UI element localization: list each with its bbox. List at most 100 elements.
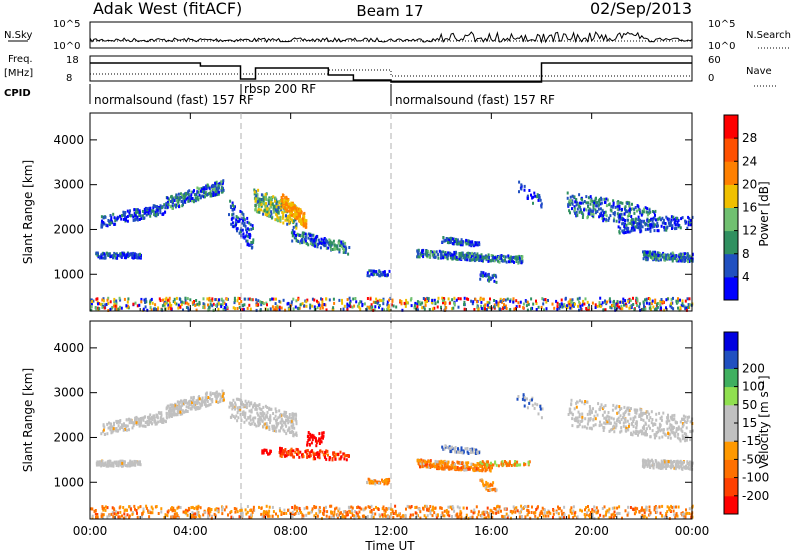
range-cell [638,207,641,211]
range-cell [231,213,234,217]
range-cell [371,305,374,309]
range-cell [244,224,247,228]
range-cell [527,302,530,306]
range-cell [330,248,333,251]
range-cell [464,240,467,244]
range-cell [457,450,459,454]
range-cell [179,412,182,416]
range-cell [243,420,246,424]
range-cell [678,253,681,257]
range-cell [183,199,186,203]
range-cell [128,428,130,432]
range-cell [254,199,257,203]
range-cell [318,432,321,436]
range-cell [276,200,279,204]
range-cell [659,425,661,429]
range-cell [651,253,654,257]
range-cell [472,244,475,248]
range-cell [289,430,291,434]
range-cell [191,398,194,402]
nsearch-label: N.Search [746,30,791,41]
range-cell [156,308,159,312]
range-cell [265,301,268,305]
range-cell [324,244,327,247]
range-cell [410,297,413,301]
range-cell [645,299,648,303]
range-cell [206,404,209,408]
range-cell [479,277,482,281]
range-cell [250,422,253,426]
range-cell [594,208,597,212]
range-cell [518,180,521,184]
range-cell [293,213,296,217]
range-cell [422,297,425,300]
range-cell [686,460,689,464]
range-cell [232,398,235,402]
range-cell [417,255,420,259]
range-cell [442,250,445,254]
range-cell [595,201,598,204]
range-cell [315,444,318,448]
range-cell [150,211,153,215]
range-cell [178,297,181,301]
range-cell [229,204,232,208]
range-cell [448,238,451,242]
range-cell [288,220,291,223]
range-cell [611,427,614,431]
range-cell [208,305,211,309]
range-cell [487,460,489,464]
range-cell [156,210,159,214]
range-cell [174,205,177,209]
range-cell [605,418,607,422]
range-cell [626,218,629,222]
power-ylabel: Slant Range [km] [21,160,35,264]
range-cell [140,300,143,304]
range-cell [643,411,646,415]
range-cell [242,232,245,236]
range-cell [542,302,545,306]
range-cell [232,415,235,418]
range-cell [282,214,285,218]
range-cell [106,464,109,468]
range-cell [306,298,309,302]
range-cell [449,251,452,255]
range-cell [136,256,139,260]
range-cell [619,226,622,230]
range-cell [457,447,459,451]
range-cell [487,259,490,263]
range-cell [260,408,263,412]
range-cell [325,238,328,242]
range-cell [437,466,440,470]
range-cell [268,201,271,205]
range-cell [442,236,445,239]
range-cell [486,463,489,467]
range-cell [531,403,534,407]
range-cell [145,213,148,217]
range-cell [598,197,601,201]
range-cell [679,306,682,309]
range-cell [253,192,256,196]
range-cell [194,199,197,203]
range-cell [566,196,569,200]
range-cell [208,296,211,300]
range-cell [253,402,256,406]
range-cell [237,220,239,224]
range-cell [139,214,142,218]
range-cell [303,214,306,218]
range-cell [134,213,137,217]
range-cell [626,227,629,231]
range-cell [684,252,686,256]
range-cell [517,257,519,260]
range-cell [297,450,300,454]
range-cell [400,302,403,306]
range-cell [600,403,603,407]
range-cell [474,241,477,245]
range-cell [155,415,158,419]
range-cell [619,430,622,434]
range-cell [471,240,474,244]
range-cell [654,298,657,302]
range-cell [146,308,149,312]
range-cell [327,453,329,457]
range-cell [126,215,129,218]
range-cell [102,216,105,220]
